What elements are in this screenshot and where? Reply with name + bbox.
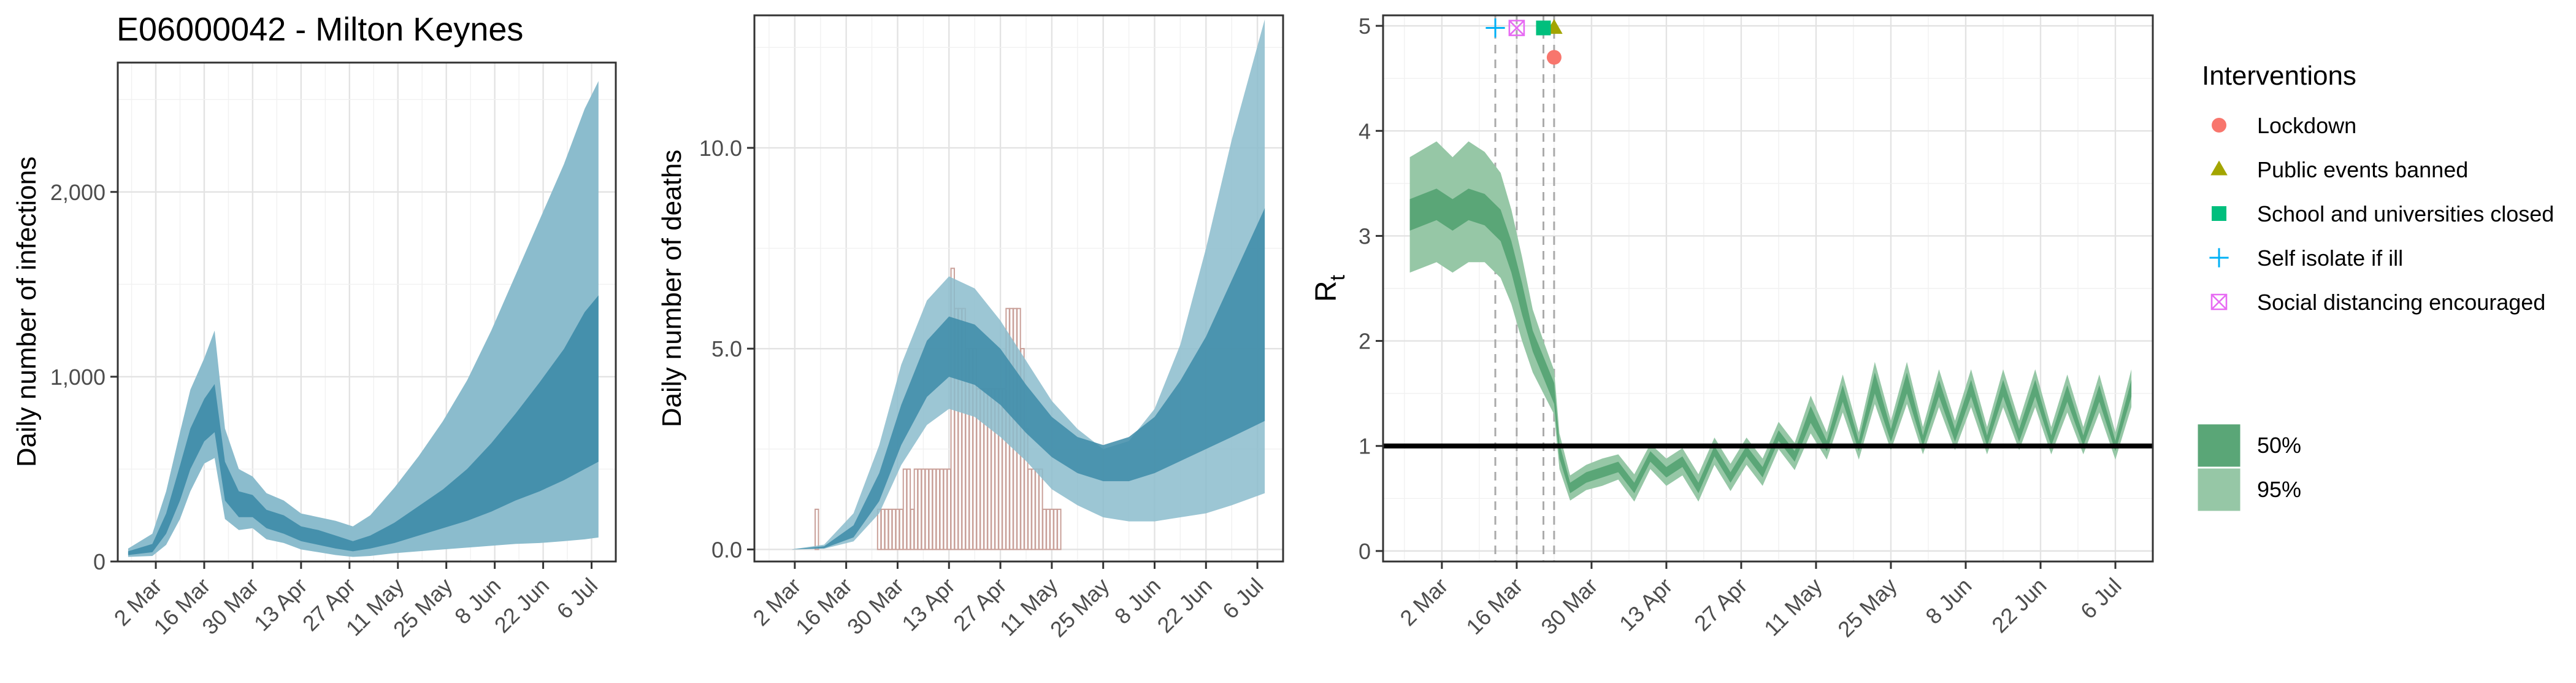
deaths-bar <box>891 508 897 550</box>
deaths-y-tick-label: 10.0 <box>699 136 742 161</box>
deaths-bands <box>791 19 1265 550</box>
infections-y-tick-label: 1,000 <box>50 365 105 390</box>
intervention-marker <box>1485 18 1505 38</box>
ci-legend: 50% 95% <box>2196 422 2301 513</box>
rt-plot-frame <box>1382 14 2154 563</box>
deaths-bar <box>1035 468 1040 550</box>
rt-y-tick-label: 5 <box>1359 14 1371 39</box>
intervention-marker <box>1536 20 1551 36</box>
deaths-bar <box>1046 508 1051 550</box>
deaths-bar <box>1053 508 1058 550</box>
page-title: E06000042 - Milton Keynes <box>117 11 523 48</box>
legend-item-label: Self isolate if ill <box>2257 245 2403 271</box>
infections-y-tick-label: 2,000 <box>50 180 105 205</box>
deaths-bar <box>917 468 922 550</box>
deaths-plot-frame <box>753 14 1284 563</box>
rt-y-tick-label: 4 <box>1359 118 1371 144</box>
deaths-bars <box>815 268 1062 550</box>
rt-y-axis: 0 1 2 3 4 5 <box>1359 14 1383 564</box>
legend-key-circle <box>2212 118 2226 133</box>
deaths-bar <box>943 468 948 550</box>
intervention-marker <box>1546 50 1562 65</box>
ci-legend-label: 50% <box>2257 433 2301 458</box>
deaths-bar <box>902 468 908 550</box>
deaths-bar <box>932 468 937 550</box>
interventions-legend-title: Interventions <box>2202 61 2356 91</box>
infections-bands <box>128 81 599 557</box>
rt-y-label: Rt <box>1310 274 1349 302</box>
deaths-bar <box>895 508 900 550</box>
rt-y-label-main: R <box>1310 280 1343 302</box>
infections-y-tick-label: 0 <box>93 549 105 574</box>
deaths-bar <box>939 468 944 550</box>
infections-band-50 <box>128 295 599 555</box>
deaths-bar <box>815 508 819 550</box>
ci-legend-label: 95% <box>2257 477 2301 502</box>
deaths-band-50 <box>791 208 1265 550</box>
deaths-bar <box>887 508 893 550</box>
rt-band-50 <box>1409 188 2132 493</box>
ci-legend-key <box>2196 422 2242 469</box>
deaths-bar <box>910 508 915 550</box>
legend-item-label: School and universities closed <box>2257 201 2554 226</box>
legend-item-label: Lockdown <box>2257 113 2356 138</box>
legend-item-label: Public events banned <box>2257 157 2468 182</box>
deaths-bar <box>899 508 904 550</box>
infections-y-label: Daily number of infections <box>12 156 42 467</box>
deaths-y-tick-label: 5.0 <box>711 336 742 361</box>
ci-legend-key <box>2196 466 2242 513</box>
intervention-marker <box>1508 20 1525 36</box>
deaths-bar <box>935 468 940 550</box>
interventions-legend: Interventions Lockdown Public events bann… <box>2202 61 2554 315</box>
deaths-bar <box>924 468 930 550</box>
deaths-bar <box>1038 468 1043 550</box>
infections-band-95 <box>128 81 599 557</box>
rt-intervention-markers <box>1485 18 1563 65</box>
rt-band-95 <box>1409 141 2132 502</box>
rt-y-tick-label: 1 <box>1359 434 1371 459</box>
deaths-bar <box>928 468 933 550</box>
rt-y-label-subscript: t <box>1326 274 1349 280</box>
infections-y-axis: 0 1,000 2,000 <box>50 180 118 574</box>
deaths-bar <box>1031 468 1036 550</box>
legend-key-triangle <box>2210 160 2228 176</box>
deaths-y-tick-label: 0.0 <box>711 537 742 562</box>
rt-y-tick-label: 3 <box>1359 223 1371 249</box>
legend-key-square <box>2212 206 2226 221</box>
deaths-bar <box>880 508 886 550</box>
deaths-y-axis: 0.0 5.0 10.0 <box>699 136 754 562</box>
deaths-bar <box>906 468 911 550</box>
rt-bands <box>1409 141 2132 502</box>
deaths-bar <box>946 468 951 550</box>
deaths-bar <box>1049 508 1054 550</box>
rt-y-tick-label: 0 <box>1359 539 1371 564</box>
legend-item-label: Social distancing encouraged <box>2257 290 2545 315</box>
legend-key-boxcross <box>2210 293 2228 311</box>
deaths-bar <box>1057 508 1062 550</box>
deaths-bar <box>1027 468 1032 550</box>
deaths-y-label: Daily number of deaths <box>657 150 687 427</box>
rt-y-tick-label: 2 <box>1359 329 1371 354</box>
deaths-bar <box>876 508 882 550</box>
infections-plot-frame <box>117 61 617 563</box>
deaths-bar <box>1042 508 1047 550</box>
deaths-bar <box>913 468 919 550</box>
deaths-bar <box>921 468 926 550</box>
legend-key-plus <box>2209 248 2229 268</box>
deaths-bar <box>884 508 889 550</box>
